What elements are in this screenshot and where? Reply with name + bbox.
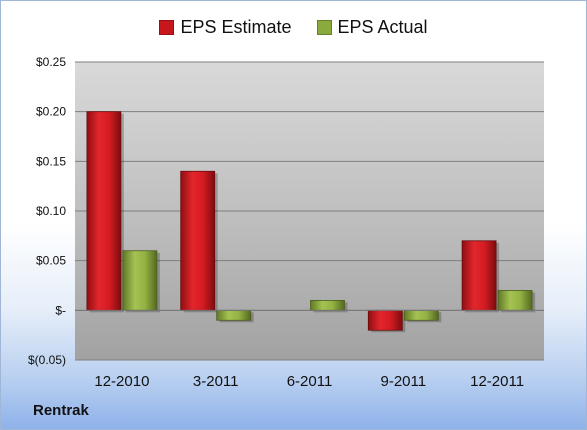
legend-item-actual: EPS Actual — [316, 17, 428, 38]
legend-label-estimate: EPS Estimate — [180, 17, 292, 37]
bar-actual-12-2010 — [122, 250, 158, 311]
bar-estimate-9-2011 — [367, 309, 403, 331]
bar-estimate-12-2010 — [86, 111, 122, 311]
bar-actual-9-2011 — [403, 309, 439, 321]
legend-swatch-actual — [316, 20, 332, 35]
bar-actual-12-2011 — [497, 290, 533, 311]
bar-estimate-12-2011 — [461, 240, 497, 311]
legend-swatch-estimate — [159, 20, 175, 35]
x-tick-label-0: 12-2010 — [94, 373, 149, 390]
x-tick-label-3: 9-2011 — [381, 373, 427, 390]
company-name: Rentrak — [33, 402, 89, 419]
y-tick-label-6: $(0.05) — [28, 353, 66, 367]
y-tick-label-5: $- — [55, 303, 66, 317]
legend-item-estimate: EPS Estimate — [159, 17, 291, 38]
bar-estimate-3-2011 — [180, 170, 216, 311]
y-tick-label-3: $0.10 — [36, 204, 66, 218]
y-tick-label-1: $0.20 — [36, 105, 66, 119]
x-tick-label-1: 3-2011 — [193, 373, 239, 390]
y-tick-label-0: $0.25 — [36, 55, 66, 69]
bar-actual-3-2011 — [216, 309, 252, 321]
y-tick-label-4: $0.05 — [36, 254, 66, 268]
bar-actual-6-2011 — [310, 299, 345, 311]
legend: EPS Estimate EPS Actual — [0, 17, 587, 40]
x-tick-label-4: 12-2011 — [470, 373, 524, 390]
legend-label-actual: EPS Actual — [337, 17, 428, 37]
x-tick-label-2: 6-2011 — [287, 373, 333, 390]
y-tick-label-2: $0.15 — [36, 154, 66, 168]
